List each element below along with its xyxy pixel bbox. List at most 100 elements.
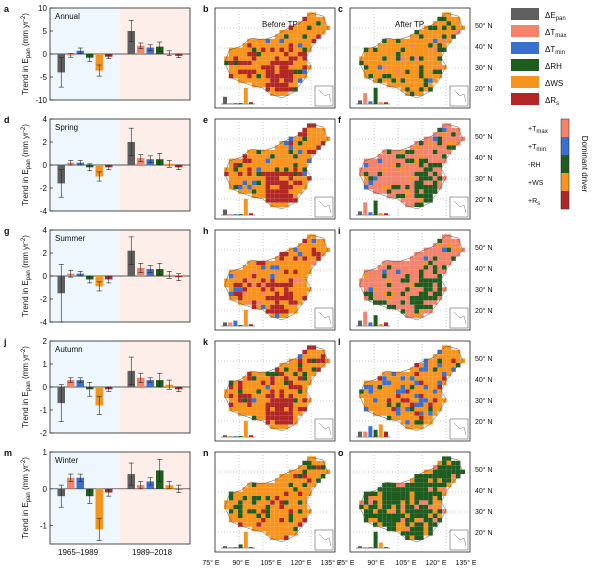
grid-cell-dRs <box>279 398 284 403</box>
grid-cell-dRs <box>284 252 289 257</box>
grid-cell-dTmax <box>373 163 378 168</box>
grid-cell-dRs <box>233 163 238 168</box>
grid-cell-dWS <box>396 398 401 403</box>
grid-cell-dRH <box>382 500 387 505</box>
grid-cell-dWS <box>279 43 284 48</box>
south-china-sea-islands <box>318 200 332 214</box>
grid-cell-dRs <box>274 56 280 61</box>
grid-cell-dWS <box>261 411 266 416</box>
grid-cell-dRs <box>302 518 307 523</box>
grid-cell-dRH <box>432 163 438 168</box>
grid-cell-dRH <box>428 189 433 194</box>
grid-cell-dWS <box>307 132 312 137</box>
grid-cell-dWS <box>284 43 289 48</box>
grid-cell-dRH <box>409 509 415 514</box>
grid-cell-dWS <box>279 167 284 172</box>
grid-cell-dRH <box>437 496 442 501</box>
grid-cell-dWS <box>279 526 284 532</box>
grid-cell-dTmax <box>359 167 364 172</box>
china-outline <box>224 345 329 432</box>
grid-cell-dWS <box>405 47 410 52</box>
driver-swatch-dRH <box>561 155 569 173</box>
grid-cell-dWS <box>311 456 317 461</box>
grid-cell-dWS <box>261 389 266 394</box>
grid-cell-dRs <box>288 415 294 421</box>
grid-cell-dTmax <box>409 171 415 177</box>
grid-cell-dWS <box>270 149 275 155</box>
grid-cell-dWS <box>428 69 433 74</box>
grid-cell-dWS <box>284 260 289 266</box>
grid-cell-dWS <box>251 393 257 399</box>
grid-cell-dWS <box>405 393 410 399</box>
grid-cell-dTmin <box>405 420 410 425</box>
grid-cell-dWS <box>242 385 248 390</box>
grid-cell-dRs <box>284 398 289 403</box>
grid-cell-dWS <box>405 376 410 381</box>
grid-cell-dRs <box>270 78 275 83</box>
lat-tick-label: 40° N <box>475 154 493 162</box>
grid-cell-dRH <box>233 185 238 190</box>
grid-cell-dTmax <box>409 185 415 190</box>
y-tick-label: 0 <box>43 383 48 392</box>
grid-cell-dWS <box>233 385 238 390</box>
grid-cell-dWS <box>247 522 252 527</box>
inset-bar-dRs <box>384 213 388 215</box>
grid-cell-dRs <box>238 296 243 301</box>
grid-cell-dWS <box>320 132 326 137</box>
grid-cell-dRH <box>386 149 392 155</box>
grid-cell-dTmax <box>251 269 257 274</box>
grid-cell-dWS <box>373 411 378 416</box>
grid-cell-dRH <box>297 363 303 368</box>
grid-cell-dTmax <box>414 278 419 283</box>
grid-cell-dWS <box>279 265 284 270</box>
grid-cell-dWS <box>279 513 284 518</box>
grid-cell-dTmax <box>442 136 447 141</box>
grid-cell-dWS <box>405 189 410 194</box>
grid-cell-dWS <box>288 256 294 261</box>
grid-cell-dRs <box>279 504 284 510</box>
grid-cell-dWS <box>428 393 433 399</box>
grid-cell-dWS <box>405 371 410 377</box>
grid-cell-dTmax <box>391 193 396 199</box>
grid-cell-dWS <box>437 367 442 372</box>
driver-swatch-dTmax <box>561 119 569 137</box>
grid-cell-dRs <box>265 198 271 203</box>
grid-cell-dWS <box>419 371 424 377</box>
grid-cell-dRH <box>451 256 456 261</box>
grid-cell-dWS <box>437 407 442 412</box>
grid-cell-dWS <box>270 535 275 540</box>
grid-cell-dTmax <box>368 185 373 190</box>
grid-cell-dTmax <box>409 304 415 310</box>
grid-cell-dTmax <box>396 278 401 283</box>
grid-cell-dWS <box>261 407 266 412</box>
inset-bar-dRH <box>238 214 243 215</box>
grid-cell-dTmax <box>386 171 392 177</box>
grid-cell-dWS <box>270 185 275 190</box>
grid-cell-dRs <box>274 87 280 92</box>
grid-cell-dWS <box>288 82 294 88</box>
grid-cell-dRs <box>274 171 280 177</box>
grid-cell-dRH <box>437 509 442 514</box>
grid-cell-dTmax <box>359 278 364 283</box>
grid-cell-dWS <box>373 380 378 385</box>
grid-cell-dWS <box>391 415 396 421</box>
grid-cell-dTmax <box>432 141 438 146</box>
season-label: Autumn <box>55 345 83 354</box>
grid-cell-dRH <box>409 149 415 155</box>
grid-cell-dWS <box>382 398 387 403</box>
grid-cell-dRH <box>437 465 442 470</box>
bar-xlabel-2: 1989–2018 <box>132 548 173 557</box>
grid-cell-dWS <box>233 491 238 496</box>
grid-cell-dWS <box>233 69 238 74</box>
grid-cell-dTmax <box>423 300 429 305</box>
y-tick-label: -10 <box>35 96 47 105</box>
legend-label-dTmax: ΔTmax <box>545 28 567 39</box>
driver-label-dWS: +WS <box>528 180 544 187</box>
south-china-sea-inset <box>449 307 469 329</box>
grid-cell-dWS <box>311 141 317 146</box>
grid-cell-dRH <box>437 358 442 363</box>
grid-cell-dTmax <box>437 269 442 274</box>
grid-cell-dWS <box>373 287 378 292</box>
grid-cell-dWS <box>265 167 271 172</box>
grid-cell-dRH <box>432 171 438 177</box>
